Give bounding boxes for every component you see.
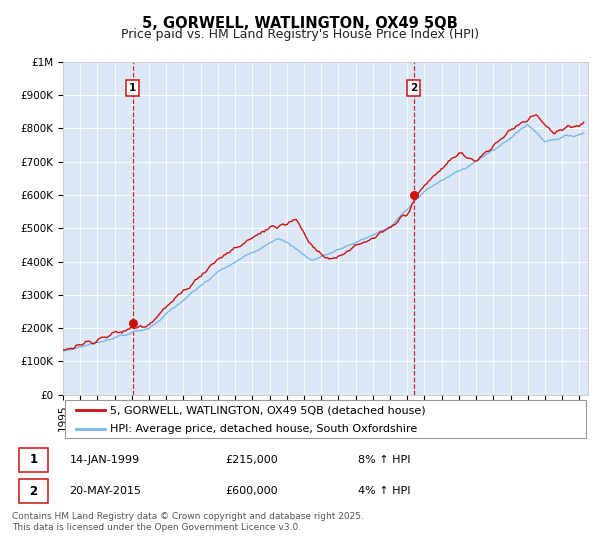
FancyBboxPatch shape	[65, 400, 586, 438]
FancyBboxPatch shape	[19, 479, 48, 503]
Text: 2: 2	[29, 484, 37, 498]
Text: 1: 1	[129, 83, 136, 94]
Text: £215,000: £215,000	[225, 455, 278, 465]
FancyBboxPatch shape	[19, 448, 48, 472]
Text: HPI: Average price, detached house, South Oxfordshire: HPI: Average price, detached house, Sout…	[110, 424, 418, 435]
Text: 1: 1	[29, 453, 37, 466]
Text: 2: 2	[410, 83, 418, 94]
Text: £600,000: £600,000	[225, 486, 278, 496]
Text: 4% ↑ HPI: 4% ↑ HPI	[358, 486, 410, 496]
Text: Price paid vs. HM Land Registry's House Price Index (HPI): Price paid vs. HM Land Registry's House …	[121, 28, 479, 41]
Text: 5, GORWELL, WATLINGTON, OX49 5QB: 5, GORWELL, WATLINGTON, OX49 5QB	[142, 16, 458, 31]
Text: Contains HM Land Registry data © Crown copyright and database right 2025.
This d: Contains HM Land Registry data © Crown c…	[12, 512, 364, 532]
Text: 14-JAN-1999: 14-JAN-1999	[70, 455, 140, 465]
Text: 8% ↑ HPI: 8% ↑ HPI	[358, 455, 410, 465]
Text: 20-MAY-2015: 20-MAY-2015	[70, 486, 142, 496]
Text: 5, GORWELL, WATLINGTON, OX49 5QB (detached house): 5, GORWELL, WATLINGTON, OX49 5QB (detach…	[110, 405, 426, 415]
